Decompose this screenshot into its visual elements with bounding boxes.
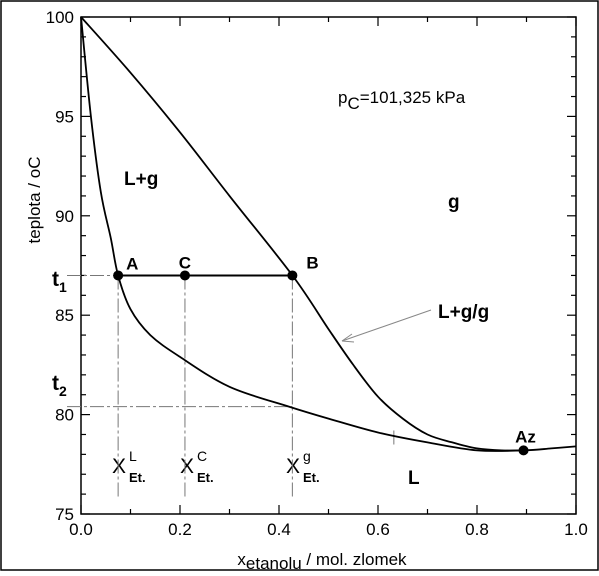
y-tick-label: 90 [55, 207, 74, 226]
point-label-b: B [306, 253, 318, 272]
x-liquid-subscript: Et. [129, 470, 146, 485]
x-vapour-subscript: Et. [303, 470, 320, 485]
y-axis-title: teplota / oC [25, 157, 44, 244]
x-axis-title-rest: / mol. zlomek [302, 550, 407, 569]
pressure-subscript: C [347, 94, 359, 113]
x-liquid-superscript: L [129, 448, 137, 464]
x-tick-label: 0.0 [69, 520, 93, 539]
x-liquid-letter: X [112, 455, 126, 478]
t2-letter: t [52, 372, 59, 395]
t2-label: t2 [52, 372, 67, 399]
y-tick-label: 95 [55, 107, 74, 126]
vapour-curve-pointer [341, 309, 432, 342]
x-vapour-superscript: g [303, 448, 311, 464]
t1-subscript: 1 [59, 279, 67, 295]
y-tick-label: 85 [55, 306, 74, 325]
point-a [113, 270, 124, 281]
y-tick-label: 75 [55, 505, 74, 524]
x-tick-label: 0.6 [366, 520, 390, 539]
x-tick-label: 0.8 [465, 520, 489, 539]
vapour-dew-curve [80, 16, 524, 452]
x-vapour-composition-label: X g Et. [286, 448, 320, 485]
x-axis-title-subscript: etanolu [246, 554, 302, 571]
t1-label: t1 [52, 268, 67, 295]
x-overall-composition-label: X C Et. [180, 448, 214, 485]
x-overall-subscript: Et. [197, 470, 214, 485]
pressure-p: p [338, 88, 347, 107]
region-label-liquid: L [408, 468, 420, 489]
y-tick-label: 100 [46, 8, 74, 27]
liquid-boiling-curve [80, 16, 577, 452]
point-label-a: A [126, 254, 138, 273]
t1-letter: t [52, 268, 59, 291]
point-label-c: C [179, 253, 191, 272]
pressure-annotation: pC=101,325 kPa [338, 88, 466, 113]
region-label-liquid-gas: L+g [124, 169, 158, 190]
region-label-gas: g [448, 192, 460, 213]
point-b [287, 270, 298, 281]
point-c [179, 270, 190, 281]
x-overall-letter: X [180, 455, 194, 478]
x-liquid-composition-label: X L Et. [112, 448, 146, 485]
region-label-vapour-curve: L+g/g [438, 302, 489, 323]
x-axis-title: xetanolu / mol. zlomek [237, 550, 407, 571]
x-axis-title-letter: x [237, 550, 246, 569]
y-tick-label: 80 [55, 406, 74, 425]
x-tick-label: 0.4 [267, 520, 291, 539]
pressure-value: =101,325 kPa [360, 88, 466, 107]
vapour-curve-pointer-head [341, 333, 355, 343]
point-label-az: Az [515, 427, 536, 446]
x-tick-label: 1.0 [564, 520, 588, 539]
t2-subscript: 2 [59, 383, 67, 399]
x-overall-superscript: C [197, 448, 207, 464]
plot-layer: 0.0 0.2 0.4 0.6 0.8 1.0 75 80 85 90 95 100 A C B Az [46, 8, 588, 539]
point-az [518, 445, 529, 456]
x-vapour-letter: X [286, 455, 300, 478]
x-tick-label: 0.2 [168, 520, 192, 539]
